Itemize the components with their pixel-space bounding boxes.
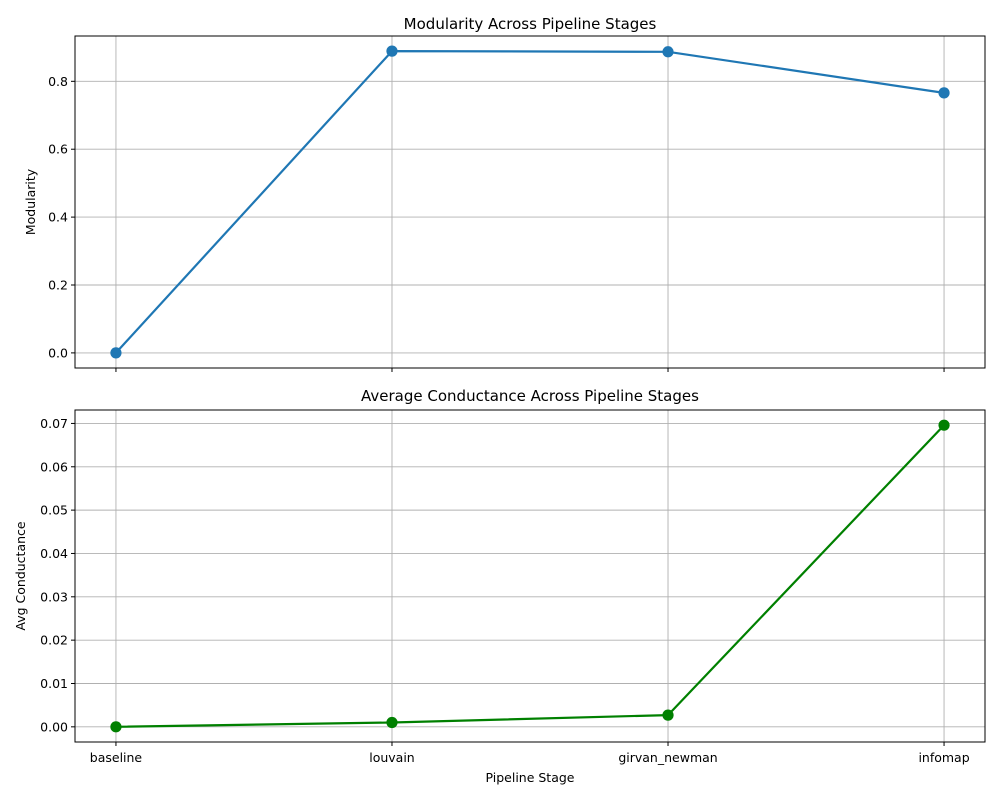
- modularity-chart: Modularity Across Pipeline Stages Modula…: [23, 15, 986, 372]
- y-tick-label: 0.03: [40, 589, 68, 604]
- x-tick-label: girvan_newman: [618, 750, 717, 765]
- data-point: [662, 709, 674, 721]
- y-tick-label: 0.2: [48, 278, 68, 293]
- x-axis-label: Pipeline Stage: [485, 770, 574, 785]
- data-point: [110, 347, 122, 359]
- y-tick-label: 0.8: [48, 74, 68, 89]
- y-tick-label: 0.01: [40, 676, 68, 691]
- series-line: [115, 424, 945, 728]
- data-point: [662, 46, 674, 58]
- data-point: [386, 716, 398, 729]
- plot-frame: [74, 35, 986, 369]
- series-line: [115, 49, 945, 354]
- plot-frame: [74, 409, 986, 743]
- y-tick-label: 0.02: [40, 633, 68, 648]
- y-tick-label: 0.06: [40, 459, 68, 474]
- y-tick-label: 0.00: [40, 719, 68, 734]
- y-tick-label: 0.07: [40, 416, 68, 431]
- data-point: [386, 45, 398, 57]
- chart-title: Modularity Across Pipeline Stages: [404, 15, 657, 33]
- data-point: [110, 721, 122, 733]
- y-tick-label: 0.4: [48, 210, 68, 225]
- chart-title: Average Conductance Across Pipeline Stag…: [361, 387, 699, 405]
- x-tick-label: louvain: [369, 750, 415, 765]
- y-axis-label: Modularity: [23, 168, 38, 235]
- y-axis-label: Avg Conductance: [13, 521, 28, 631]
- conductance-chart: Average Conductance Across Pipeline Stag…: [13, 387, 986, 785]
- x-tick-label: baseline: [90, 750, 143, 765]
- x-tick-label: infomap: [918, 750, 969, 765]
- data-point: [938, 419, 950, 431]
- y-tick-label: 0.0: [48, 345, 68, 360]
- y-tick-label: 0.6: [48, 142, 68, 157]
- y-tick-label: 0.05: [40, 503, 68, 518]
- y-tick-label: 0.04: [40, 546, 68, 561]
- data-point: [938, 87, 950, 99]
